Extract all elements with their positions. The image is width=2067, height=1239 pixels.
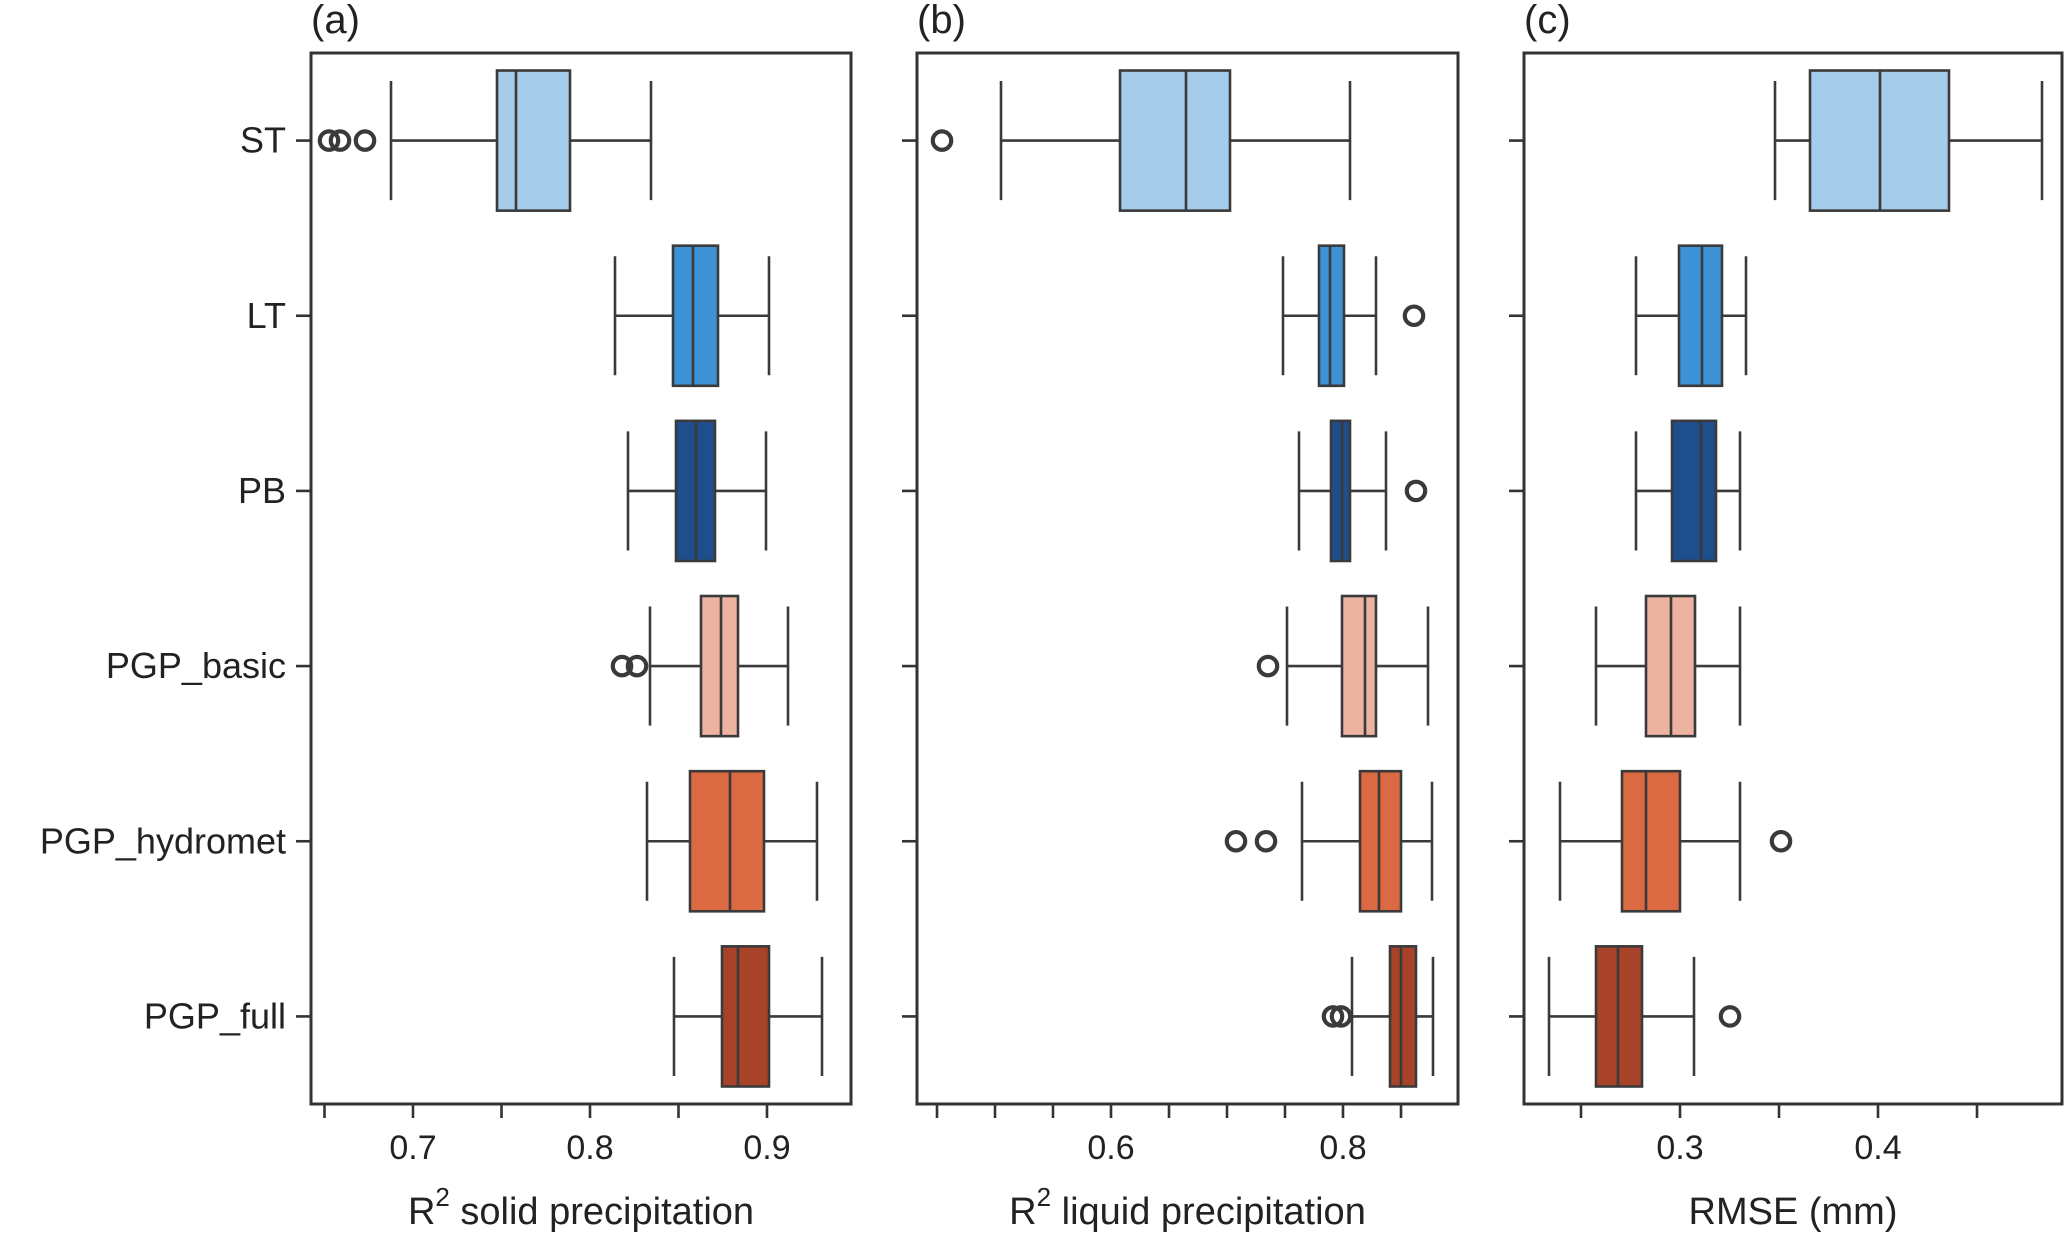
svg-text:ST: ST [240, 120, 286, 161]
svg-text:0.8: 0.8 [1319, 1129, 1366, 1167]
svg-text:LT: LT [247, 295, 286, 336]
svg-text:PB: PB [238, 470, 286, 511]
svg-text:0.6: 0.6 [1087, 1129, 1134, 1167]
svg-text:RMSE (mm): RMSE (mm) [1689, 1191, 1898, 1233]
svg-text:(c): (c) [1524, 0, 1571, 42]
svg-text:PGP_basic: PGP_basic [106, 645, 286, 686]
svg-text:(a): (a) [311, 0, 360, 42]
svg-text:0.4: 0.4 [1854, 1129, 1901, 1167]
svg-text:0.9: 0.9 [743, 1129, 790, 1167]
svg-text:0.7: 0.7 [389, 1129, 436, 1167]
svg-text:PGP_hydromet: PGP_hydromet [40, 820, 286, 861]
svg-text:(b): (b) [917, 0, 966, 42]
svg-text:0.3: 0.3 [1656, 1129, 1703, 1167]
svg-text:PGP_full: PGP_full [144, 995, 286, 1036]
svg-text:0.8: 0.8 [566, 1129, 613, 1167]
